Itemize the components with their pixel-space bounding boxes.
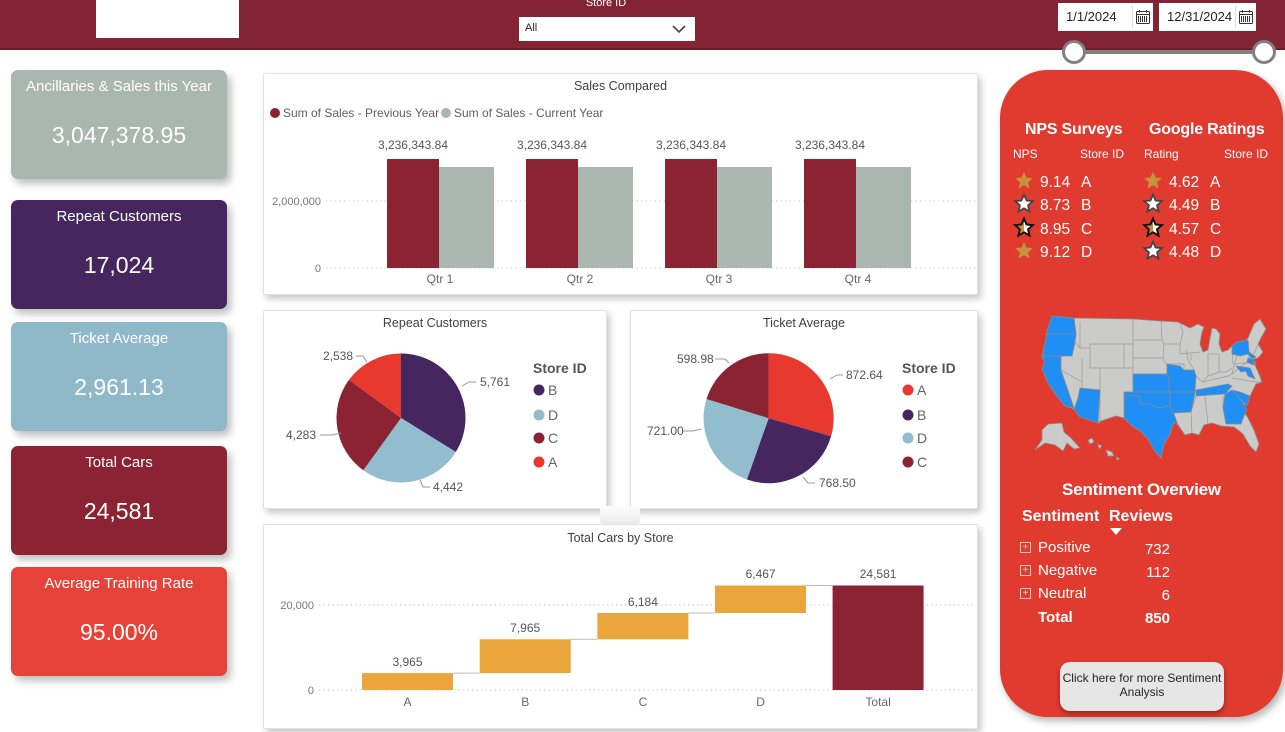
svg-text:0: 0 — [308, 685, 314, 697]
svg-text:3,236,343.84: 3,236,343.84 — [656, 138, 726, 152]
svg-text:4,283: 4,283 — [286, 428, 316, 442]
svg-text:B: B — [521, 695, 529, 709]
svg-text:8.95: 8.95 — [1040, 221, 1070, 238]
svg-text:24,581: 24,581 — [860, 567, 897, 581]
svg-text:Store ID: Store ID — [902, 360, 956, 376]
svg-text:D: D — [1210, 244, 1221, 261]
svg-text:5,761: 5,761 — [480, 375, 510, 389]
svg-text:9.12: 9.12 — [1040, 244, 1070, 261]
svg-text:4.48: 4.48 — [1169, 244, 1199, 261]
svg-text:3,965: 3,965 — [392, 655, 422, 669]
svg-text:2,538: 2,538 — [323, 349, 353, 363]
svg-text:A: A — [1210, 174, 1221, 191]
svg-text:4.57: 4.57 — [1169, 221, 1199, 238]
svg-text:B: B — [917, 407, 926, 423]
svg-text:C: C — [1081, 221, 1092, 238]
svg-text:Qtr 4: Qtr 4 — [845, 272, 872, 286]
svg-text:Qtr 3: Qtr 3 — [706, 272, 733, 286]
svg-text:C: C — [917, 454, 927, 470]
svg-text:Total: Total — [865, 695, 890, 709]
svg-text:A: A — [917, 382, 927, 398]
svg-text:Qtr 1: Qtr 1 — [427, 272, 454, 286]
svg-text:0: 0 — [315, 263, 321, 275]
svg-text:A: A — [403, 695, 411, 709]
svg-text:872.64: 872.64 — [846, 368, 883, 382]
svg-text:9.14: 9.14 — [1040, 174, 1071, 191]
svg-text:Store ID: Store ID — [533, 360, 587, 376]
svg-text:B: B — [1081, 197, 1091, 214]
svg-text:3,236,343.84: 3,236,343.84 — [795, 138, 865, 152]
svg-text:7,965: 7,965 — [510, 621, 540, 635]
svg-text:B: B — [1210, 197, 1220, 214]
svg-text:3,236,343.84: 3,236,343.84 — [517, 138, 587, 152]
svg-text:D: D — [1081, 244, 1092, 261]
svg-text:6,184: 6,184 — [628, 595, 658, 609]
svg-text:Qtr 2: Qtr 2 — [567, 272, 594, 286]
svg-text:8.73: 8.73 — [1040, 197, 1070, 214]
svg-text:B: B — [548, 382, 557, 398]
svg-text:4.62: 4.62 — [1169, 174, 1199, 191]
svg-text:2,000,000: 2,000,000 — [272, 196, 321, 208]
svg-text:Sum of Sales - Previous Year: Sum of Sales - Previous Year — [283, 106, 439, 120]
svg-text:4.49: 4.49 — [1169, 197, 1199, 214]
svg-text:C: C — [1210, 221, 1221, 238]
svg-text:C: C — [548, 430, 558, 446]
svg-text:Sum of Sales - Current Year: Sum of Sales - Current Year — [454, 106, 603, 120]
svg-text:6,467: 6,467 — [746, 567, 776, 581]
svg-text:D: D — [917, 430, 927, 446]
svg-text:4,442: 4,442 — [433, 480, 463, 494]
svg-text:721.00: 721.00 — [647, 424, 684, 438]
svg-text:C: C — [639, 695, 648, 709]
svg-text:A: A — [548, 454, 558, 470]
svg-text:3,236,343.84: 3,236,343.84 — [378, 138, 448, 152]
svg-text:20,000: 20,000 — [280, 600, 314, 612]
svg-text:D: D — [548, 407, 558, 423]
svg-text:598.98: 598.98 — [677, 352, 714, 366]
svg-text:D: D — [756, 695, 765, 709]
svg-text:768.50: 768.50 — [819, 476, 856, 490]
svg-text:A: A — [1081, 174, 1092, 191]
